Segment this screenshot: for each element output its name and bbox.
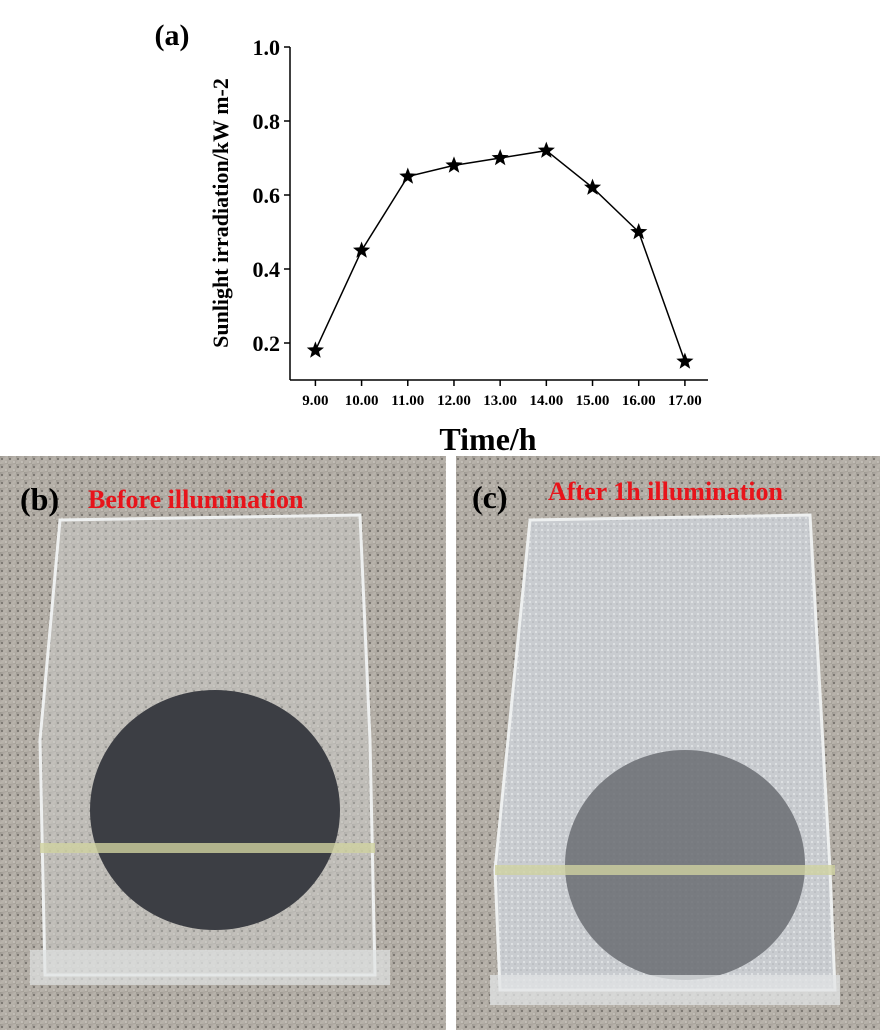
panel-caption: Before illumination xyxy=(88,485,304,514)
marker xyxy=(307,341,324,357)
y-tick-label: 0.8 xyxy=(253,109,281,134)
x-axis-label: Time/h xyxy=(439,421,536,457)
x-tick-label: 13.00 xyxy=(483,393,517,409)
marker xyxy=(492,149,509,165)
marker xyxy=(676,353,693,369)
photo-c xyxy=(456,456,880,1030)
panel-label: (a) xyxy=(155,19,190,52)
x-tick-label: 15.00 xyxy=(576,393,610,409)
marker xyxy=(445,156,462,172)
plot-frame xyxy=(290,47,708,380)
y-tick-label: 0.6 xyxy=(253,183,281,208)
panel-label: (b) xyxy=(20,481,59,517)
x-tick-label: 11.00 xyxy=(391,393,424,409)
panel-caption: After 1h illumination xyxy=(548,477,784,506)
figure: (a) Sunlight irradiation/kW m-2 Time/h (… xyxy=(0,0,880,1030)
x-tick-label: 10.00 xyxy=(345,393,379,409)
marker xyxy=(399,168,416,184)
y-tick-label: 0.2 xyxy=(253,331,281,356)
marker xyxy=(353,242,370,258)
y-tick-label: 0.4 xyxy=(253,257,281,282)
panel-label: (c) xyxy=(472,479,508,515)
x-tick-label: 9.00 xyxy=(302,393,328,409)
y-tick-label: 1.0 xyxy=(253,35,281,60)
x-tick-label: 14.00 xyxy=(529,393,563,409)
x-tick-label: 16.00 xyxy=(622,393,656,409)
photo-b xyxy=(0,456,446,1030)
series-line xyxy=(315,151,685,362)
x-tick-label: 17.00 xyxy=(668,393,702,409)
x-tick-label: 12.00 xyxy=(437,393,471,409)
y-axis-label: Sunlight irradiation/kW m-2 xyxy=(208,78,233,348)
